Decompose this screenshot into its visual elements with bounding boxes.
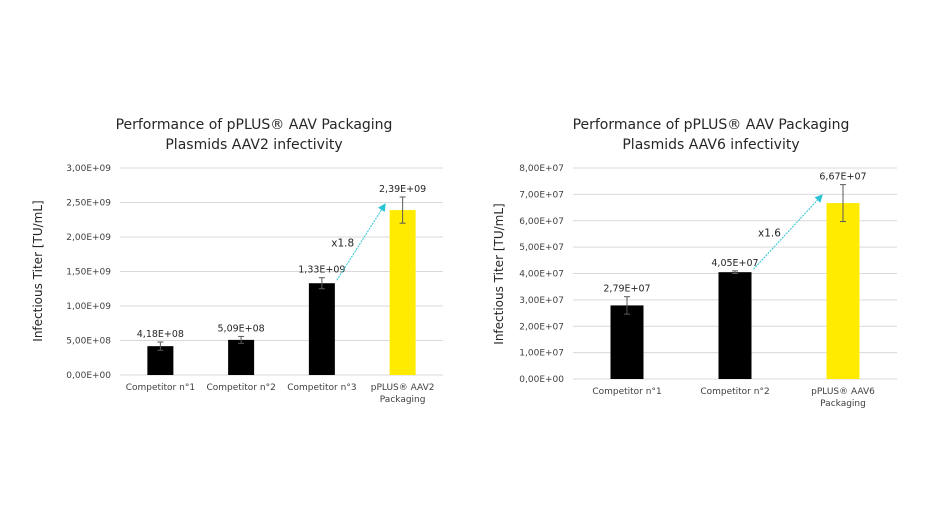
y-tick-label: 0,00E+00	[66, 371, 111, 381]
y-tick-label: 0,00E+00	[519, 375, 564, 385]
data-label: 4,05E+07	[711, 258, 758, 269]
y-tick-label: 6,00E+07	[519, 217, 564, 227]
category-label: Competitor n°3	[287, 383, 356, 393]
category-label: pPLUS® AAV6	[811, 387, 875, 397]
bar	[147, 346, 174, 375]
y-tick-label: 2,50E+09	[66, 199, 111, 209]
y-tick-label: 5,00E+08	[66, 337, 111, 347]
category-label: Competitor n°2	[700, 387, 769, 397]
bar	[718, 272, 752, 379]
chart-aav6: Performance of pPLUS® AAV Packaging Plas…	[492, 117, 897, 409]
category-label: Packaging	[820, 399, 866, 409]
y-tick-label: 7,00E+07	[519, 190, 564, 200]
category-label: Competitor n°1	[126, 383, 195, 393]
data-label: 6,67E+07	[819, 172, 866, 183]
category-label: Competitor n°2	[206, 383, 275, 393]
y-tick-label: 2,00E+07	[519, 322, 564, 332]
y-tick-label: 5,00E+07	[519, 243, 564, 253]
bar	[228, 339, 255, 375]
y-tick-label: 3,00E+07	[519, 296, 564, 306]
y-tick-label: 1,00E+07	[519, 349, 564, 359]
y-tick-label: 1,00E+09	[66, 302, 111, 312]
category-label: Competitor n°1	[592, 387, 661, 397]
chart-title-line-2: Plasmids AAV6 infectivity	[622, 137, 799, 153]
data-label: 5,09E+08	[218, 323, 265, 334]
annotation-arrow	[753, 194, 823, 270]
y-tick-label: 3,00E+09	[66, 164, 111, 174]
y-tick-label: 8,00E+07	[519, 164, 564, 174]
y-axis-label: Infectious Titer [TU/mL]	[31, 200, 45, 341]
chart-aav2: Performance of pPLUS® AAV Packaging Plas…	[31, 117, 443, 405]
category-label: pPLUS® AAV2	[371, 383, 435, 393]
annotation-label: x1.6	[758, 227, 781, 239]
y-tick-label: 2,00E+09	[66, 233, 111, 243]
data-label: 2,79E+07	[603, 284, 650, 295]
bar	[389, 210, 416, 375]
y-tick-label: 4,00E+07	[519, 270, 564, 280]
data-label: 2,39E+09	[379, 184, 426, 195]
annotation-label: x1.8	[331, 238, 354, 250]
data-label: 4,18E+08	[137, 329, 184, 340]
bar	[308, 283, 335, 375]
chart-title-line-1: Performance of pPLUS® AAV Packaging	[116, 117, 393, 133]
chart-title-line-1: Performance of pPLUS® AAV Packaging	[573, 117, 850, 133]
category-label: Packaging	[380, 395, 426, 405]
y-tick-label: 1,50E+09	[66, 268, 111, 278]
chart-title-line-2: Plasmids AAV2 infectivity	[165, 137, 342, 153]
y-axis-label: Infectious Titer [TU/mL]	[492, 203, 506, 344]
data-label: 1,33E+09	[298, 265, 345, 276]
bar	[826, 203, 860, 379]
bar	[610, 305, 644, 379]
